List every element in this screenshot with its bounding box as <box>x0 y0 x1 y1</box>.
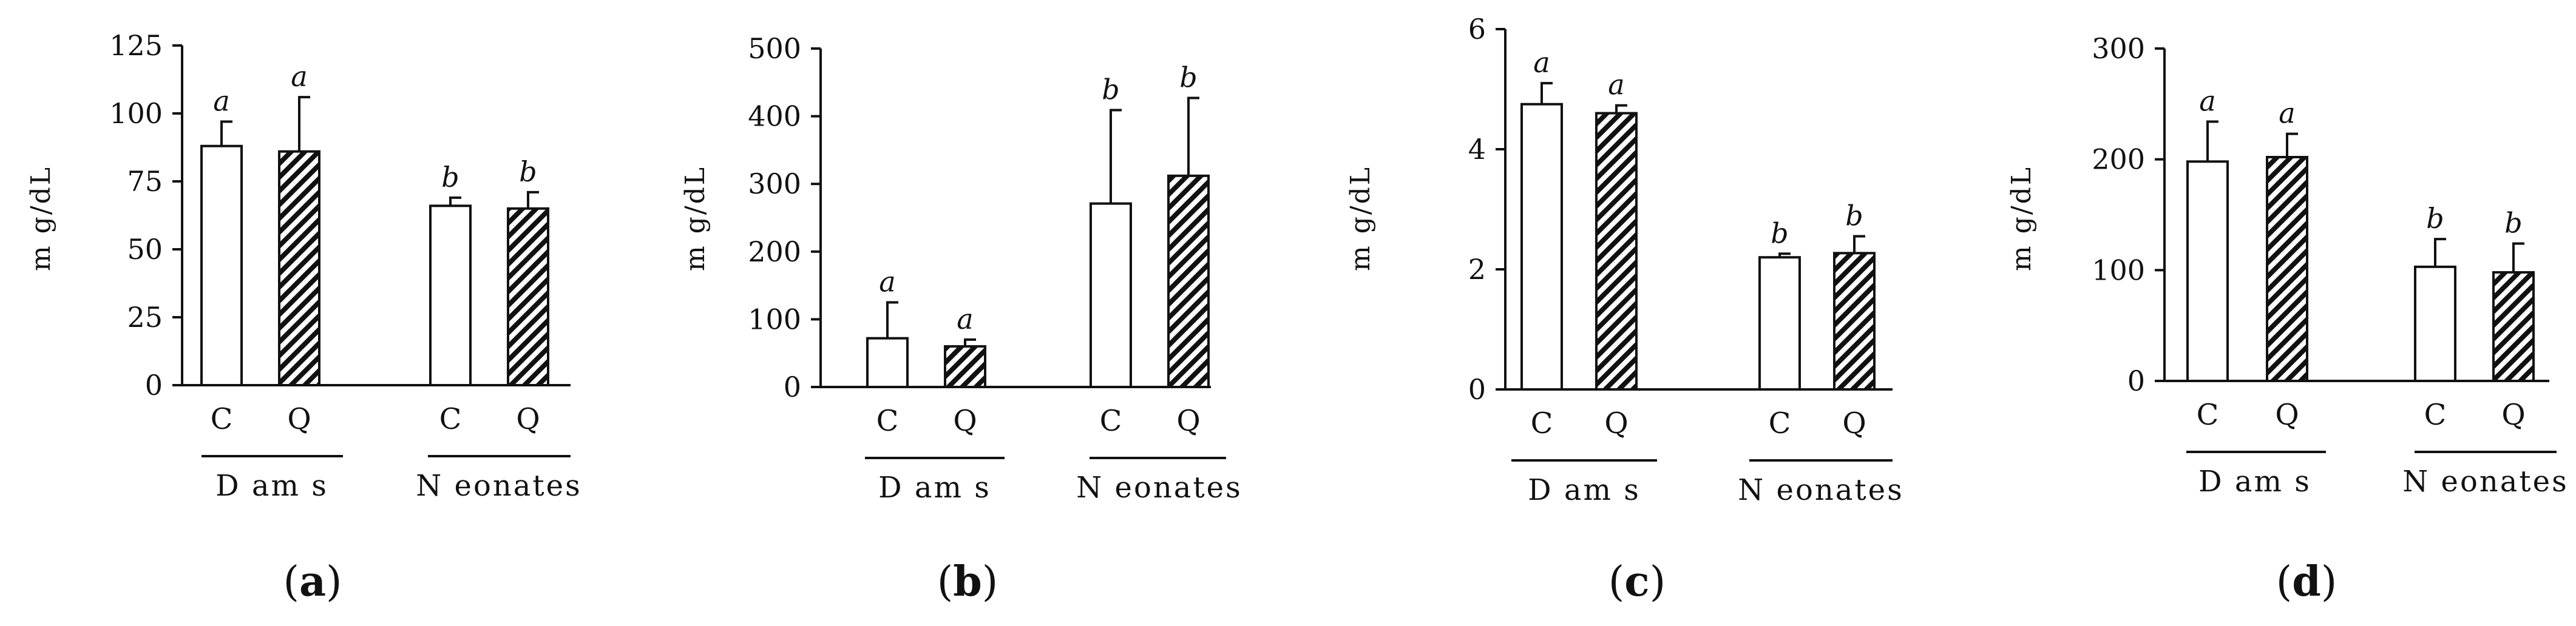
category-label: C <box>1769 406 1791 440</box>
panel-label: (d) <box>2276 557 2337 606</box>
significance-letter: b <box>1102 73 1119 106</box>
significance-letter: a <box>1533 46 1550 79</box>
panel-label: (c) <box>1608 557 1666 606</box>
chart-panel-a: m g/dL 0 25 50 75 100 125 a Ca Q D am s b Cb Q N eonat… <box>25 29 581 606</box>
bar-q-dams <box>278 150 320 386</box>
y-axis-label: m g/dL <box>2006 166 2037 271</box>
bar-q-neonates <box>2492 271 2535 382</box>
y-tick-label: 100 <box>2092 254 2145 286</box>
significance-letter: b <box>1179 61 1197 93</box>
significance-letter: b <box>1845 200 1863 232</box>
y-tick-label: 0 <box>784 371 801 403</box>
bar-q-neonates <box>507 207 549 386</box>
y-tick-label: 0 <box>145 369 163 402</box>
bar-c-neonates <box>1090 202 1132 388</box>
bar-q-neonates <box>1167 174 1210 388</box>
group-label: N eonates <box>1076 471 1242 505</box>
panel-label: (a) <box>283 557 342 606</box>
significance-letter: a <box>2279 97 2295 130</box>
category-label: C <box>1100 404 1122 438</box>
y-tick-label: 0 <box>1468 373 1486 406</box>
y-tick-label: 0 <box>2127 365 2145 397</box>
significance-letter: a <box>291 60 307 93</box>
bar-q-dams <box>944 345 986 388</box>
y-tick-label: 25 <box>127 301 163 334</box>
significance-letter: b <box>1771 217 1788 249</box>
y-tick-label: 300 <box>748 167 801 200</box>
y-tick-label: 75 <box>127 165 163 198</box>
y-tick-label: 2 <box>1468 253 1486 286</box>
bar-c-dams <box>1520 103 1563 391</box>
y-axis-label: m g/dL <box>680 166 711 271</box>
y-tick-label: 400 <box>748 100 801 133</box>
group-label: D am s <box>2198 465 2311 499</box>
group-label: D am s <box>1528 473 1641 507</box>
category-label: Q <box>2275 398 2299 432</box>
significance-letter: b <box>2504 206 2522 239</box>
group-label: N eonates <box>2402 465 2568 499</box>
significance-letter: a <box>879 266 895 298</box>
group-label: N eonates <box>416 469 581 503</box>
group-label: D am s <box>878 471 991 505</box>
y-tick-label: 100 <box>109 97 163 130</box>
bar-q-dams <box>2266 156 2308 382</box>
significance-letter: b <box>441 161 459 194</box>
y-tick-label: 200 <box>748 235 801 268</box>
y-tick-label: 200 <box>2092 143 2145 176</box>
y-tick-label: 300 <box>2092 32 2145 65</box>
bar-c-neonates <box>1758 256 1801 391</box>
category-label: Q <box>516 402 540 436</box>
panel-label: (b) <box>937 557 998 606</box>
significance-letter: b <box>2426 202 2444 235</box>
category-label: C <box>211 402 233 436</box>
bar-q-neonates <box>1833 252 1876 391</box>
y-tick-label: 50 <box>127 233 163 266</box>
significance-letter: a <box>1608 69 1624 101</box>
y-axis-label: m g/dL <box>1345 166 1376 271</box>
bar-c-dams <box>2186 160 2229 382</box>
bar-c-dams <box>200 144 243 386</box>
chart-panel-c: m g/dL 0 2 4 6 a Ca Q D am s b Cb Q N eonates (c) <box>1345 13 1903 606</box>
bar-q-dams <box>1595 112 1638 391</box>
category-label: C <box>2424 398 2447 432</box>
y-tick-label: 6 <box>1468 13 1486 45</box>
y-tick-label: 125 <box>109 29 163 62</box>
y-tick-label: 100 <box>748 303 801 335</box>
y-tick-label: 4 <box>1468 133 1486 166</box>
category-label: C <box>1531 406 1553 440</box>
significance-letter: a <box>2199 85 2215 118</box>
category-label: Q <box>1842 406 1866 440</box>
category-label: Q <box>953 404 977 438</box>
significance-letter: b <box>519 155 537 188</box>
y-axis-label: m g/dL <box>25 166 56 271</box>
category-label: Q <box>1176 404 1200 438</box>
category-label: C <box>2197 398 2219 432</box>
group-label: D am s <box>215 469 328 503</box>
category-label: Q <box>2501 398 2525 432</box>
bar-c-neonates <box>429 204 472 386</box>
bar-c-neonates <box>2414 265 2456 382</box>
category-label: Q <box>287 402 311 436</box>
group-label: N eonates <box>1738 473 1903 507</box>
category-label: C <box>876 404 899 438</box>
chart-panel-b: m g/dL 0 100 200 300 400 500 a Ca Q D am s b Cb Q N eo… <box>680 32 1242 606</box>
chart-panel-d: m g/dL 0 100 200 300 a Ca Q D am s b Cb Q N eonates (… <box>2006 32 2568 606</box>
category-label: Q <box>1604 406 1628 440</box>
significance-letter: a <box>213 84 229 117</box>
y-tick-label: 500 <box>748 32 801 65</box>
significance-letter: a <box>957 303 973 335</box>
category-label: C <box>439 402 462 436</box>
bar-c-dams <box>866 337 909 389</box>
